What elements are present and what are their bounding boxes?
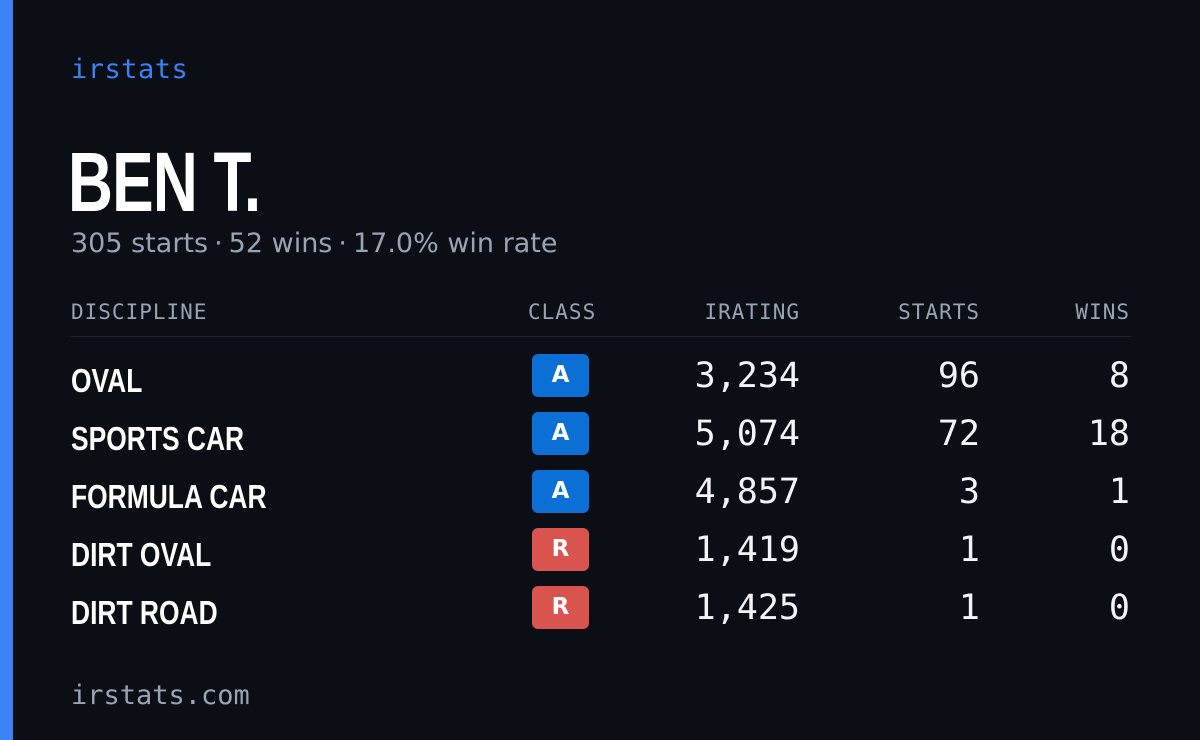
column-header-class: CLASS: [528, 300, 597, 324]
wins-summary: 52 wins: [228, 228, 333, 259]
footer-url: irstats.com: [71, 680, 250, 711]
table-row: DIRT OVAL R 1,419 1 0: [0, 528, 1200, 586]
license-class-badge: A: [532, 354, 589, 397]
wins-value: 18: [1087, 414, 1130, 454]
license-class-badge: R: [532, 528, 589, 571]
discipline-name: DIRT OVAL: [71, 536, 212, 573]
discipline-name: OVAL: [71, 362, 143, 399]
starts-value: 72: [937, 414, 980, 454]
license-class-badge: A: [532, 412, 589, 455]
discipline-name: FORMULA CAR: [71, 478, 267, 515]
column-header-starts: STARTS: [898, 300, 980, 324]
irating-value: 5,074: [694, 414, 800, 454]
table-row: OVAL A 3,234 96 8: [0, 354, 1200, 412]
column-header-discipline: DISCIPLINE: [71, 300, 208, 324]
table-row: DIRT ROAD R 1,425 1 0: [0, 586, 1200, 644]
irating-value: 3,234: [694, 356, 800, 396]
starts-value: 96: [937, 356, 980, 396]
driver-summary: 305 starts · 52 wins · 17.0% win rate: [71, 228, 557, 259]
irating-value: 1,425: [694, 588, 800, 628]
accent-bar: [0, 0, 13, 740]
summary-separator: ·: [214, 228, 223, 259]
column-header-irating: IRATING: [704, 300, 800, 324]
discipline-name: DIRT ROAD: [71, 594, 218, 631]
license-class-badge: R: [532, 586, 589, 629]
table-row: FORMULA CAR A 4,857 3 1: [0, 470, 1200, 528]
wins-value: 0: [1108, 530, 1130, 570]
driver-name: BEN T.: [68, 135, 261, 229]
irating-value: 1,419: [694, 530, 800, 570]
brand-logo-text: irstats: [71, 54, 189, 85]
column-header-wins: WINS: [1075, 300, 1130, 324]
table-row: SPORTS CAR A 5,074 72 18: [0, 412, 1200, 470]
starts-value: 1: [958, 530, 980, 570]
summary-separator: ·: [338, 228, 347, 259]
header-divider: [71, 336, 1131, 337]
win-rate-summary: 17.0% win rate: [352, 228, 558, 259]
discipline-name: SPORTS CAR: [71, 420, 245, 457]
license-class-badge: A: [532, 470, 589, 513]
wins-value: 0: [1108, 588, 1130, 628]
irating-value: 4,857: [694, 472, 800, 512]
starts-value: 1: [958, 588, 980, 628]
wins-value: 1: [1108, 472, 1130, 512]
starts-value: 3: [958, 472, 980, 512]
wins-value: 8: [1108, 356, 1130, 396]
starts-summary: 305 starts: [71, 228, 209, 259]
